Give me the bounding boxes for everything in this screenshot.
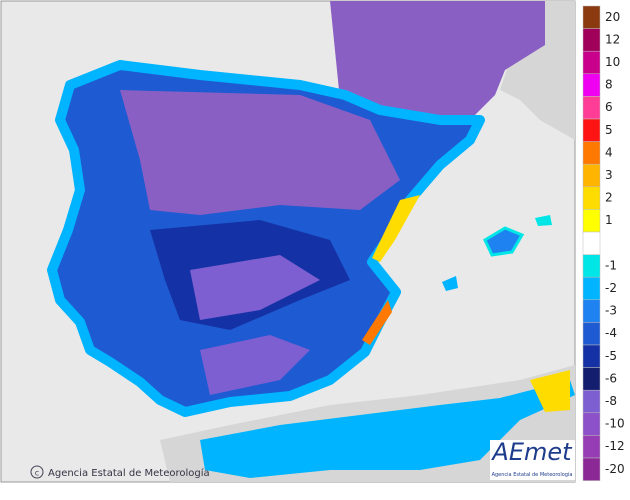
legend-swatch: [582, 96, 601, 120]
plateau-north: [120, 90, 400, 215]
legend-swatch: [582, 367, 601, 391]
legend-swatch: [582, 457, 601, 481]
legend-label: -6: [605, 371, 617, 385]
map: [0, 0, 576, 483]
legend-label: -12: [605, 439, 625, 453]
legend-swatch: [582, 412, 601, 436]
legend-label: -2: [605, 281, 617, 295]
legend-label: 5: [605, 123, 613, 137]
legend-swatch: [582, 141, 601, 165]
copyright-icon: [30, 465, 44, 479]
legend-swatch: [582, 163, 601, 188]
logo-subtitle: Agencia Estatal de Meteorología: [492, 471, 573, 478]
legend-swatch: [582, 299, 601, 323]
legend-label: 3: [605, 168, 613, 182]
legend: 20 12 10 8 6 5 4 3 2 1 -1 -2 -3 -4 -5 -6 -8 -10 -12 -20: [582, 5, 625, 481]
andalusia: [200, 335, 310, 395]
legend-swatch: [582, 435, 601, 459]
legend-label: 20: [605, 10, 620, 24]
attribution-group: c Agencia Estatal de Meteorología: [30, 465, 210, 479]
legend-label: 6: [605, 100, 613, 114]
ibiza: [442, 276, 458, 291]
legend-label: -4: [605, 326, 617, 340]
legend-gap: [582, 231, 601, 255]
legend-label: 2: [605, 191, 613, 205]
legend-swatch: [582, 322, 601, 346]
legend-label: -3: [605, 304, 617, 318]
legend-swatch: [582, 118, 601, 142]
logo: AEmet Agencia Estatal de Meteorología: [490, 438, 575, 480]
legend-label: -8: [605, 394, 617, 408]
legend-swatch: [582, 50, 601, 75]
coast-warm-south: [362, 300, 392, 345]
legend-swatch: [582, 209, 601, 233]
legend-swatch: [582, 276, 601, 301]
legend-swatch: [582, 186, 601, 210]
legend-label: 8: [605, 78, 613, 92]
plateau-centre: [190, 255, 320, 320]
logo-box: [490, 440, 575, 480]
legend-label: -10: [605, 417, 625, 431]
legend-label: 12: [605, 32, 620, 46]
attribution: Agencia Estatal de Meteorología: [48, 467, 210, 479]
legend-swatch: [582, 5, 601, 29]
coast-warm: [372, 195, 420, 262]
legend-label: -1: [605, 258, 617, 272]
legend-label: 1: [605, 213, 613, 227]
north-africa-warm: [530, 370, 570, 412]
legend-swatch: [582, 344, 601, 368]
copyright-symbol: c: [35, 469, 39, 478]
legend-swatch: [582, 254, 601, 278]
legend-label: -20: [605, 462, 625, 476]
legend-label: -5: [605, 349, 617, 363]
menorca: [535, 215, 552, 226]
legend-swatch: [582, 389, 601, 414]
legend-label: 4: [605, 145, 613, 159]
north-africa-cold: [200, 380, 575, 478]
legend-label: 10: [605, 55, 620, 69]
france: [500, 1, 575, 140]
logo-name: AEmet: [490, 438, 573, 466]
legend-swatch: [582, 28, 601, 52]
legend-swatch: [582, 73, 601, 97]
mallorca: [483, 226, 525, 257]
